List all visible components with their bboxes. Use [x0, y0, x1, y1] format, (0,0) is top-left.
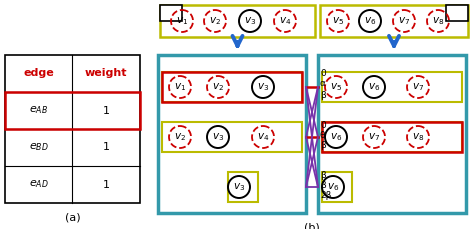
Text: α: α: [320, 79, 326, 88]
Text: $v_8$: $v_8$: [432, 15, 444, 27]
Text: $v_3$: $v_3$: [257, 81, 269, 93]
Text: $e_{AD}$: $e_{AD}$: [29, 179, 49, 190]
Text: $v_2$: $v_2$: [209, 15, 221, 27]
Text: B: B: [453, 8, 461, 18]
Text: θ: θ: [320, 131, 326, 141]
Bar: [322, 122, 462, 152]
Text: $v_7$: $v_7$: [368, 131, 380, 143]
Text: $e_{BD}$: $e_{BD}$: [29, 142, 49, 153]
Text: $v_6$: $v_6$: [327, 181, 339, 193]
Text: 1: 1: [103, 106, 110, 115]
Text: 0: 0: [320, 68, 326, 77]
Bar: [162, 72, 302, 102]
Text: $v_7$: $v_7$: [412, 81, 424, 93]
Text: $v_3$: $v_3$: [212, 131, 224, 143]
Bar: [322, 72, 462, 102]
Bar: [320, 5, 468, 37]
Text: (b): (b): [304, 222, 320, 229]
Text: $v_5$: $v_5$: [330, 81, 342, 93]
Bar: [322, 172, 352, 202]
Text: 2β: 2β: [320, 191, 331, 201]
Text: $v_4$: $v_4$: [279, 15, 291, 27]
Text: weight: weight: [85, 68, 128, 79]
Bar: [318, 55, 466, 213]
Text: $v_4$: $v_4$: [257, 131, 269, 143]
Text: A: A: [167, 8, 175, 18]
Bar: [322, 122, 462, 152]
Text: $v_8$: $v_8$: [412, 131, 424, 143]
Text: β: β: [320, 182, 326, 191]
Text: $v_7$: $v_7$: [398, 15, 410, 27]
Text: β: β: [320, 142, 326, 150]
Text: edge: edge: [23, 68, 54, 79]
Bar: [162, 72, 302, 102]
Text: (a): (a): [64, 212, 80, 222]
Text: 0: 0: [320, 120, 326, 130]
Bar: [5, 55, 140, 203]
Bar: [5, 92, 140, 129]
Text: $v_1$: $v_1$: [174, 81, 186, 93]
Text: $v_6$: $v_6$: [330, 131, 342, 143]
Text: $v_2$: $v_2$: [174, 131, 186, 143]
Text: $v_5$: $v_5$: [332, 15, 344, 27]
Text: $v_6$: $v_6$: [364, 15, 376, 27]
Text: 1: 1: [103, 180, 110, 190]
Text: $e_{AB}$: $e_{AB}$: [29, 105, 48, 116]
Text: $v_6$: $v_6$: [368, 81, 380, 93]
Bar: [160, 5, 315, 37]
Text: $v_2$: $v_2$: [212, 81, 224, 93]
Text: β: β: [320, 90, 326, 99]
Bar: [228, 172, 258, 202]
Bar: [446, 5, 468, 21]
Text: $v_3$: $v_3$: [233, 181, 245, 193]
Text: 1: 1: [103, 142, 110, 153]
Bar: [162, 122, 302, 152]
Bar: [158, 55, 306, 213]
Text: $v_3$: $v_3$: [244, 15, 256, 27]
Bar: [160, 5, 182, 21]
Text: $v_1$: $v_1$: [176, 15, 188, 27]
Text: β: β: [320, 171, 326, 180]
